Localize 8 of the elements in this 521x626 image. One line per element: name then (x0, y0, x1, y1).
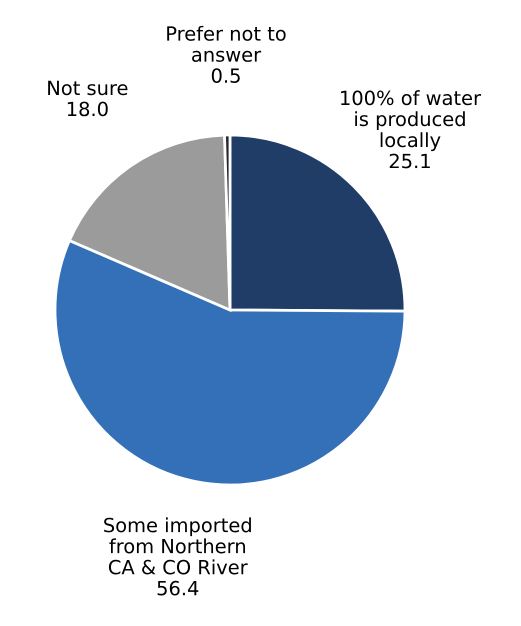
data-label: 0.5 (212, 68, 240, 83)
data-label: 18.0 (68, 102, 108, 116)
slice-label: Prefer not to answer (167, 26, 286, 62)
slice-label: Some imported from Northern CA & CO River (104, 517, 251, 574)
data-label: 56.4 (158, 580, 198, 596)
data-label: 25.1 (390, 154, 430, 168)
slice-label: 100% of water is produced locally (341, 90, 482, 152)
slice-label: Not sure (48, 80, 128, 96)
